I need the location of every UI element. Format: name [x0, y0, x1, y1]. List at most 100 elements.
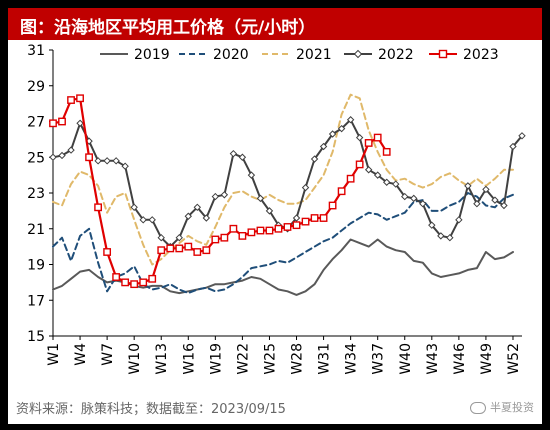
point-2022: [401, 192, 409, 201]
point-2022: [265, 207, 274, 215]
point-2023: [148, 274, 157, 283]
point-2022: [383, 178, 391, 186]
point-2023: [58, 117, 66, 126]
point-2023: [175, 244, 184, 253]
x-tick-label: W49: [479, 343, 495, 375]
point-2022: [446, 233, 454, 242]
title-bar: 图：沿海地区平均用工价格（元/小时）: [8, 8, 542, 40]
point-2023: [229, 224, 238, 233]
legend-marker-2023: [438, 49, 448, 59]
point-2022: [103, 157, 111, 165]
point-2022: [464, 182, 472, 190]
legend-marker-2022: [353, 49, 363, 59]
point-2022: [455, 216, 463, 224]
point-2022: [193, 203, 202, 212]
point-2022: [437, 232, 445, 240]
point-2023: [67, 96, 75, 104]
point-2023: [301, 217, 310, 226]
point-2023: [373, 133, 382, 142]
point-2023: [292, 221, 301, 230]
point-2023: [274, 224, 283, 233]
point-2022: [392, 180, 400, 188]
x-tick-label: W10: [127, 343, 143, 375]
point-2022: [121, 162, 129, 170]
point-2022: [428, 221, 436, 229]
chart-title: 图：沿海地区平均用工价格（元/小时）: [20, 18, 316, 38]
point-2023: [328, 201, 337, 210]
point-2023: [49, 119, 57, 128]
x-tick-label: W25: [262, 343, 278, 375]
point-2023: [355, 160, 364, 169]
point-2023: [184, 242, 193, 251]
watermark: 半夏投资: [470, 399, 534, 415]
y-tick-label: 27: [27, 115, 45, 131]
point-2022: [112, 157, 120, 165]
point-2022: [355, 133, 364, 142]
point-2023: [94, 203, 102, 212]
legend-label-2019: 2019: [134, 47, 170, 63]
legend: 2019 2020 2021 2022 2023: [100, 47, 499, 63]
point-2023: [202, 246, 211, 255]
point-2022: [157, 233, 165, 242]
point-2022: [76, 119, 84, 127]
y-tick-label: 15: [27, 329, 45, 345]
point-2022: [509, 142, 517, 151]
x-tick-label: W52: [506, 343, 522, 375]
x-tick-label: W4: [73, 343, 89, 366]
wechat-icon: [470, 402, 486, 414]
point-2022: [184, 212, 192, 220]
x-tick-label: W7: [100, 343, 116, 366]
point-2022: [301, 183, 310, 192]
footer: 资料来源：脉策科技；数据截至：2023/09/15 半夏投资: [8, 388, 542, 424]
point-2023: [193, 248, 202, 256]
point-2023: [103, 248, 112, 256]
point-2023: [283, 223, 292, 231]
point-2023: [337, 187, 346, 196]
x-tick-label: W43: [425, 343, 441, 375]
x-tick-label: W31: [317, 343, 333, 375]
point-2022: [148, 216, 156, 224]
point-2023: [319, 214, 328, 222]
point-2022: [247, 171, 256, 179]
y-tick-label: 25: [27, 150, 45, 166]
point-2023: [76, 94, 84, 103]
point-2022: [319, 142, 328, 151]
point-2023: [310, 214, 319, 222]
point-2022: [419, 200, 427, 208]
line-chart: 2019 2020 2021 2022 2023 15 17 19 21 23 25 27 29 31 W…: [27, 43, 526, 375]
x-tick-label: W34: [344, 343, 360, 375]
point-2022: [346, 116, 355, 124]
point-2023: [220, 233, 229, 242]
source-note: 资料来源：脉策科技；数据截至：2023/09/15: [16, 402, 286, 417]
point-2022: [238, 153, 247, 161]
point-2023: [121, 278, 130, 287]
point-2022: [67, 146, 75, 154]
point-2022: [256, 194, 265, 203]
x-tick-label: W40: [398, 343, 414, 375]
series-line-2020: [52, 192, 514, 295]
y-tick-label: 21: [27, 222, 45, 238]
legend-label-2021: 2021: [296, 47, 332, 63]
x-tick-label: W19: [208, 343, 224, 375]
point-2022: [491, 196, 499, 204]
point-2022: [202, 214, 211, 222]
point-2023: [211, 235, 220, 244]
point-2022: [130, 203, 138, 212]
point-2022: [229, 149, 238, 158]
x-tick-label: W22: [235, 343, 251, 375]
point-2023: [112, 273, 121, 281]
legend-label-2022: 2022: [378, 47, 414, 63]
point-2022: [518, 132, 526, 140]
point-2023: [166, 244, 175, 253]
x-tick-label: W46: [452, 343, 468, 375]
point-2022: [175, 233, 183, 242]
point-2023: [256, 226, 265, 235]
point-2022: [220, 191, 229, 199]
x-tick-label: W37: [371, 343, 387, 375]
y-tick-label: 23: [27, 186, 45, 202]
watermark-text: 半夏投资: [490, 401, 534, 414]
point-2022: [211, 192, 220, 201]
axes: 15 17 19 21 23 25 27 29 31 W1 W4 W7 W10 W13 W16 W19 W22 W…: [27, 43, 522, 375]
point-2023: [346, 174, 355, 183]
y-tick-label: 19: [27, 258, 45, 274]
